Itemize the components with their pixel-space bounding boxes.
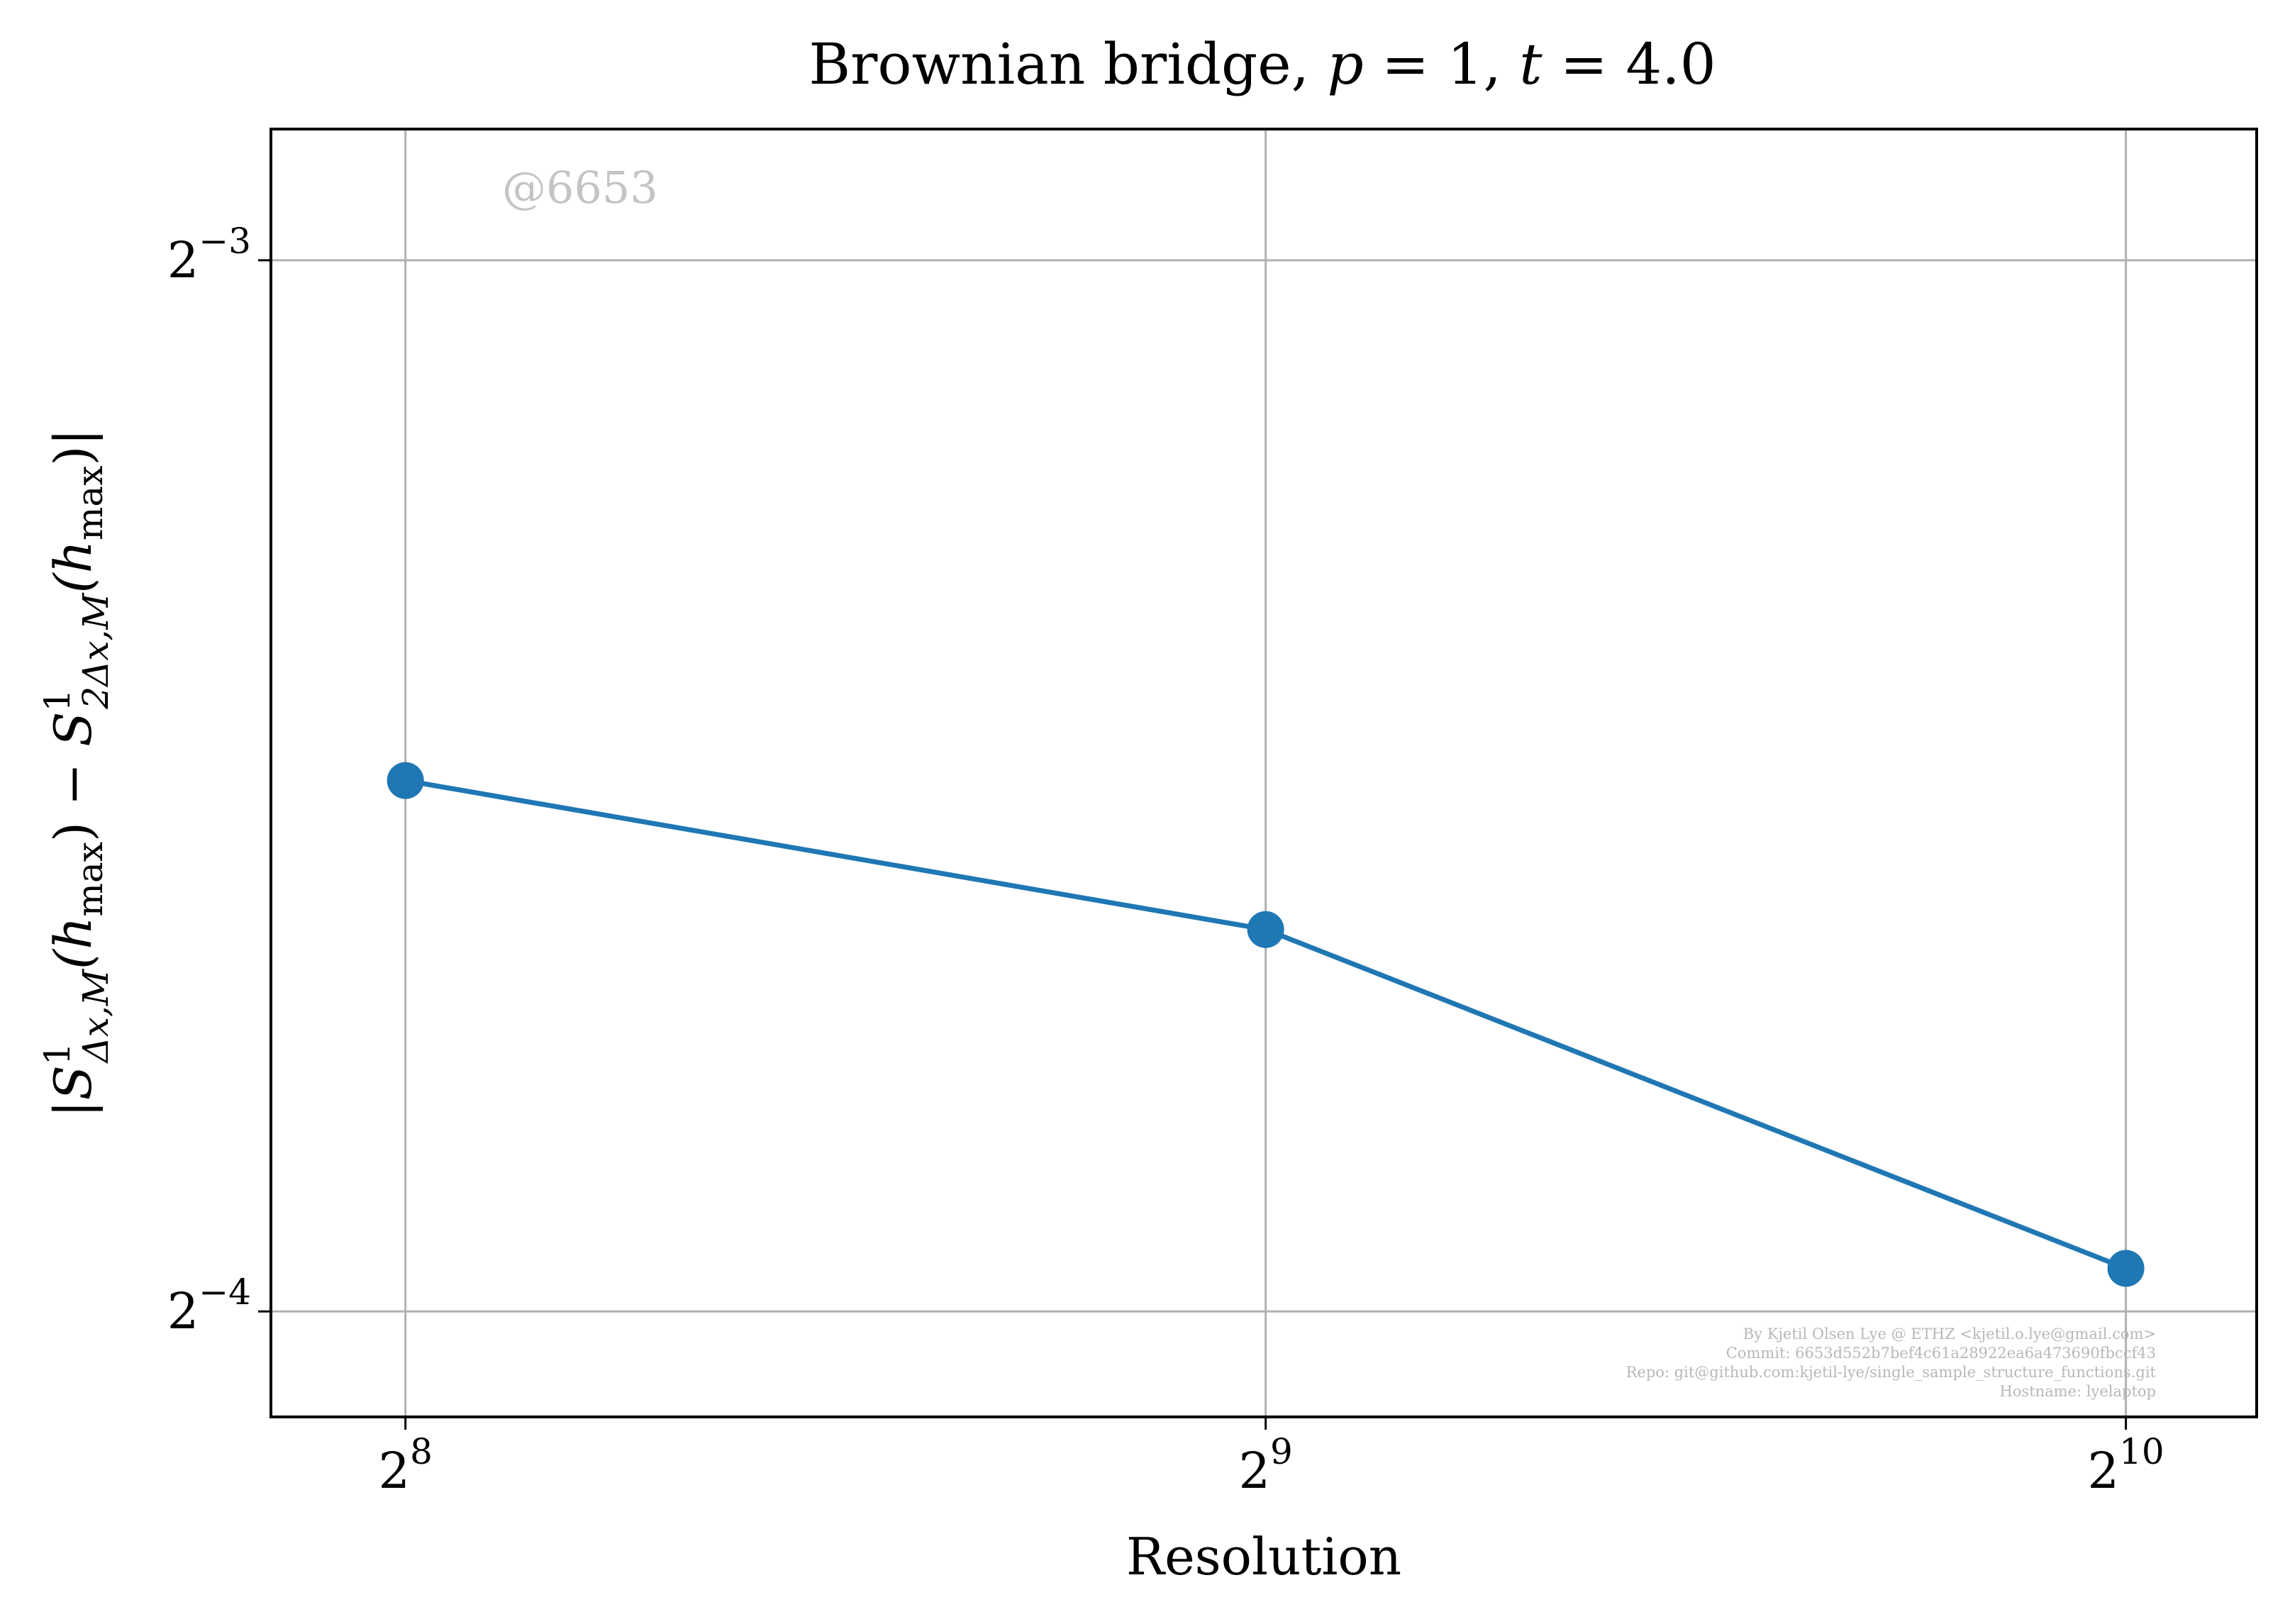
x-axis-label: Resolution xyxy=(1126,1527,1401,1586)
x-tick-label: 29 xyxy=(1238,1431,1292,1500)
data-point xyxy=(1247,911,1284,948)
footer-line-commit: Commit: 6653d552b7bef4c61a28922ea6a47369… xyxy=(1726,1345,2156,1362)
grid-lines xyxy=(271,129,2257,1417)
x-tick-label: 210 xyxy=(2088,1431,2164,1500)
data-point xyxy=(387,762,424,799)
y-axis-label: |S1Δx,M(hmax) − S12Δx,M(hmax)| xyxy=(37,428,116,1118)
axes-frame xyxy=(269,128,2258,1418)
footer-line-author: By Kjetil Olsen Lye @ ETHZ <kjetil.o.lye… xyxy=(1743,1325,2156,1342)
y-tick-label: 2−3 xyxy=(167,221,251,289)
y-ticks: 2−3 2−4 xyxy=(167,221,271,1340)
footer-credits: By Kjetil Olsen Lye @ ETHZ <kjetil.o.lye… xyxy=(1626,1325,2157,1400)
x-ticks: 28 29 210 xyxy=(379,1417,2164,1500)
footer-line-hostname: Hostname: lyelaptop xyxy=(1999,1383,2156,1400)
watermark: @6653 xyxy=(502,162,658,213)
series-group xyxy=(387,762,2145,1287)
x-tick-label: 28 xyxy=(379,1431,433,1500)
chart-title: Brownian bridge, p = 1, t = 4.0 xyxy=(808,31,1716,97)
data-point xyxy=(2107,1250,2145,1287)
y-tick-label: 2−4 xyxy=(167,1272,251,1340)
footer-line-repo: Repo: git@github.com:kjetil-lye/single_s… xyxy=(1626,1364,2157,1381)
